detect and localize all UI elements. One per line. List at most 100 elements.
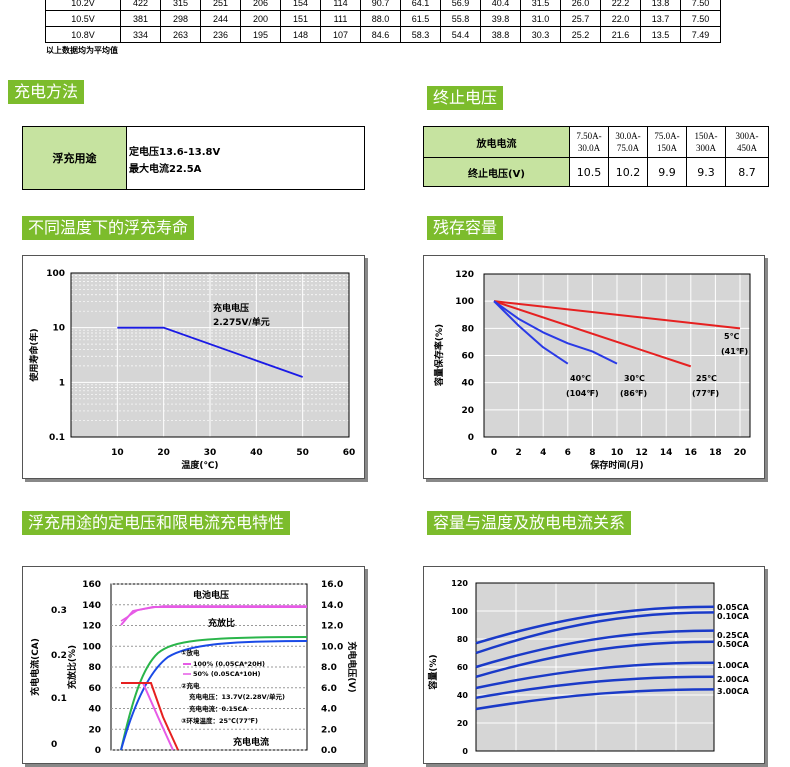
cutoff-current-2: 30.0A-75.0A <box>608 126 648 158</box>
float-char-svg: 160 140 120 100 80 60 40 20 0 16.0 14.0 12.0 10.0 8.0… <box>29 580 358 756</box>
voltage-tick: 14.0 <box>321 601 343 611</box>
discharge-table: 10.2V 422 315 251 206 154 114 90.7 64.1 56.9 40.4 3… <box>45 0 721 43</box>
series-line <box>493 300 741 330</box>
x-axis-label: 保存时间(月) <box>589 459 643 471</box>
table-cell: 200 <box>240 10 281 27</box>
series-label: 0.50CA <box>717 640 750 649</box>
annotation-voltage: 充电电压 <box>213 302 249 314</box>
table-row: 10.8V 334 263 236 195 148 107 84.6 58.3 54.4 38.8 3… <box>45 26 721 43</box>
current-tick: 0 <box>51 740 57 750</box>
cutoff-voltage-2: 10.2 <box>608 157 648 187</box>
table-cell: 111 <box>320 10 361 27</box>
cutoff-current-1: 7.50A-30.0A <box>569 126 609 158</box>
series-line <box>493 300 569 365</box>
float-char-chart: 160 140 120 100 80 60 40 20 0 16.0 14.0 12.0 10.0 8.0… <box>22 566 365 764</box>
table-row: 10.2V 422 315 251 206 154 114 90.7 64.1 56.9 40.4 3… <box>45 0 721 11</box>
cutoff-current-3: 75.0A-150A <box>647 126 687 158</box>
legend-text: 100% (0.05CA*20H) <box>193 660 265 668</box>
current-curve-red <box>121 682 179 751</box>
table-note: 以上数据均为平均值 <box>46 46 118 55</box>
table-cell: 298 <box>160 10 201 27</box>
ratio-tick: 40 <box>88 705 101 715</box>
voltage-tick: 10.0 <box>321 642 343 652</box>
ratio-tick: 140 <box>82 601 101 611</box>
cap-temp-chart: 120 100 80 60 40 20 0 容量(%) 0.05CA 0.10CA 0.25CA 0.… <box>423 566 765 764</box>
charging-box: 浮充用途 定电压13.6-13.8V 最大电流22.5A <box>22 126 365 190</box>
table-cell: 61.5 <box>400 10 441 27</box>
x-tick-label: 16 <box>685 448 698 458</box>
table-cell: 7.49 <box>680 26 721 43</box>
series-label: 40℃ <box>570 374 591 383</box>
y-tick-label: 60 <box>457 663 469 672</box>
table-cell: 107 <box>320 26 361 43</box>
section-title-cap-temp: 容量与温度及放电电流关系 <box>427 511 632 535</box>
annotation-value: 2.275V/单元 <box>213 316 270 328</box>
voltage-tick: 6.0 <box>321 684 337 694</box>
residual-svg: 120 100 80 60 40 20 0 0 2 4 6 8 10 12 14 16 18 20 保存时间(月) 容… <box>433 270 751 471</box>
x-tick-label: 2 <box>515 448 521 458</box>
ratio-curve <box>120 636 308 751</box>
ratio-tick: 80 <box>88 663 101 673</box>
table-cell: 31.5 <box>520 0 561 11</box>
table-cell: 56.9 <box>440 0 481 11</box>
table-cell: 334 <box>120 26 161 43</box>
table-cell: 315 <box>160 0 201 11</box>
series-label: 3.00CA <box>717 687 750 696</box>
table-cell: 10.2V <box>45 0 121 11</box>
table-cell: 10.5V <box>45 10 121 27</box>
voltage-curve-50 <box>120 605 307 622</box>
series-label-f: (77℉) <box>692 389 719 398</box>
series-line <box>493 300 692 368</box>
x-tick-label: 20 <box>157 448 170 458</box>
x-tick-label: 40 <box>250 448 263 458</box>
table-cell: 13.8 <box>640 0 681 11</box>
x-axis-label: 温度(℃) <box>181 459 218 471</box>
table-cell: 26.0 <box>560 0 601 11</box>
table-cell: 84.6 <box>360 26 401 43</box>
table-cell: 39.8 <box>480 10 521 27</box>
series-label-f: (41℉) <box>721 347 748 356</box>
series-line <box>475 688 715 711</box>
charging-label-cell: 浮充用途 <box>23 127 127 189</box>
y-tick-label: 100 <box>46 269 65 279</box>
voltage-tick: 0.0 <box>321 746 337 756</box>
current-axis-label: 充电电流(CA) <box>29 638 41 696</box>
label-current: 充电电流 <box>233 736 269 748</box>
series-line <box>475 629 715 669</box>
table-cell: 263 <box>160 26 201 43</box>
y-tick-label: 100 <box>451 607 468 616</box>
x-tick-label: 10 <box>611 448 624 458</box>
legend-text: 充电电流：0.15CA <box>189 704 247 713</box>
y-tick-label: 80 <box>457 635 469 644</box>
legend-text: ③环境温度：25℃(77℉) <box>181 716 258 725</box>
x-tick-label: 8 <box>589 448 595 458</box>
table-cell: 90.7 <box>360 0 401 11</box>
float-life-svg: 100 10 1 0.1 10 20 30 40 50 60 温度(℃) 使用寿命(年) 充电电压 2.2… <box>28 269 355 471</box>
cutoff-voltage-1: 10.5 <box>569 157 609 187</box>
table-row: 10.5V 381 298 244 200 151 111 88.0 61.5 55.8 39.8 3… <box>45 10 721 27</box>
y-tick-label: 0 <box>462 747 468 756</box>
table-cell: 64.1 <box>400 0 441 11</box>
label-ratio: 充放比 <box>208 617 235 629</box>
voltage-tick: 12.0 <box>321 622 343 632</box>
y-tick-label: 10 <box>52 324 65 334</box>
current-tick: 0.2 <box>51 651 67 661</box>
legend-text: 50% (0.05CA*10H) <box>193 670 261 678</box>
table-cell: 31.0 <box>520 10 561 27</box>
table-cell: 195 <box>240 26 281 43</box>
table-cell: 154 <box>280 0 321 11</box>
series-line <box>475 675 715 700</box>
table-cell: 7.50 <box>680 10 721 27</box>
table-cell: 30.3 <box>520 26 561 43</box>
x-tick-label: 4 <box>540 448 546 458</box>
ratio-tick: 20 <box>88 725 101 735</box>
voltage-tick: 8.0 <box>321 663 337 673</box>
y-tick-label: 100 <box>455 297 474 307</box>
table-cell: 7.50 <box>680 0 721 11</box>
section-title-cutoff: 终止电压 <box>427 86 504 110</box>
cutoff-table: 放电电流 7.50A-30.0A 30.0A-75.0A 75.0A-150A … <box>423 126 769 187</box>
legend-text: ①放电 <box>181 648 200 657</box>
ratio-tick: 160 <box>82 580 101 590</box>
table-cell: 381 <box>120 10 161 27</box>
